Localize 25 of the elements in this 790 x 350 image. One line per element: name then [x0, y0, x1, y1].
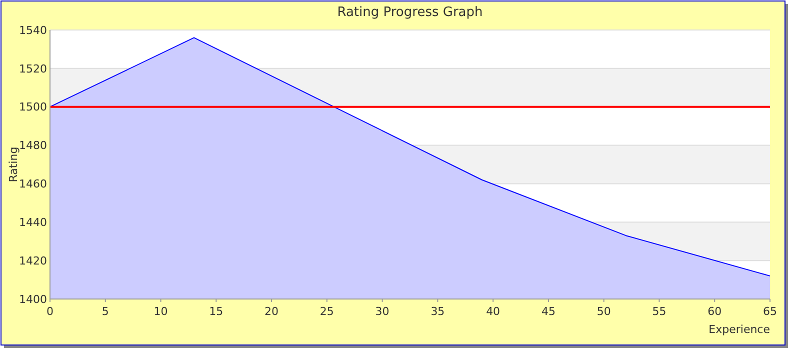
x-tick-label: 40: [486, 305, 500, 318]
y-tick-label: 1540: [19, 24, 47, 37]
x-tick-label: 5: [102, 305, 109, 318]
x-tick-label: 45: [541, 305, 556, 318]
x-tick-label: 30: [375, 305, 390, 318]
chart-title: Rating Progress Graph: [337, 5, 483, 20]
x-tick-label: 65: [763, 305, 777, 318]
y-tick-label: 1440: [19, 216, 47, 229]
y-tick-label: 1400: [19, 292, 47, 306]
x-tick-label: 20: [264, 305, 279, 318]
y-tick-label: 1420: [19, 254, 47, 268]
x-tick-label: 60: [708, 305, 722, 318]
x-tick-label: 25: [320, 305, 334, 318]
x-tick-label: 0: [46, 305, 54, 318]
y-tick-label: 1480: [19, 139, 47, 152]
x-axis-title: Experience: [708, 323, 770, 336]
y-tick-label: 1460: [19, 178, 47, 191]
y-tick-label: 1520: [19, 62, 47, 76]
x-tick-label: 50: [596, 305, 611, 318]
x-tick-label: 15: [209, 305, 224, 318]
y-axis-title: Rating: [7, 146, 20, 182]
x-tick-label: 10: [154, 305, 168, 318]
x-tick-label: 35: [430, 305, 445, 318]
x-tick-label: 55: [652, 305, 666, 318]
y-tick-label: 1500: [19, 100, 47, 114]
